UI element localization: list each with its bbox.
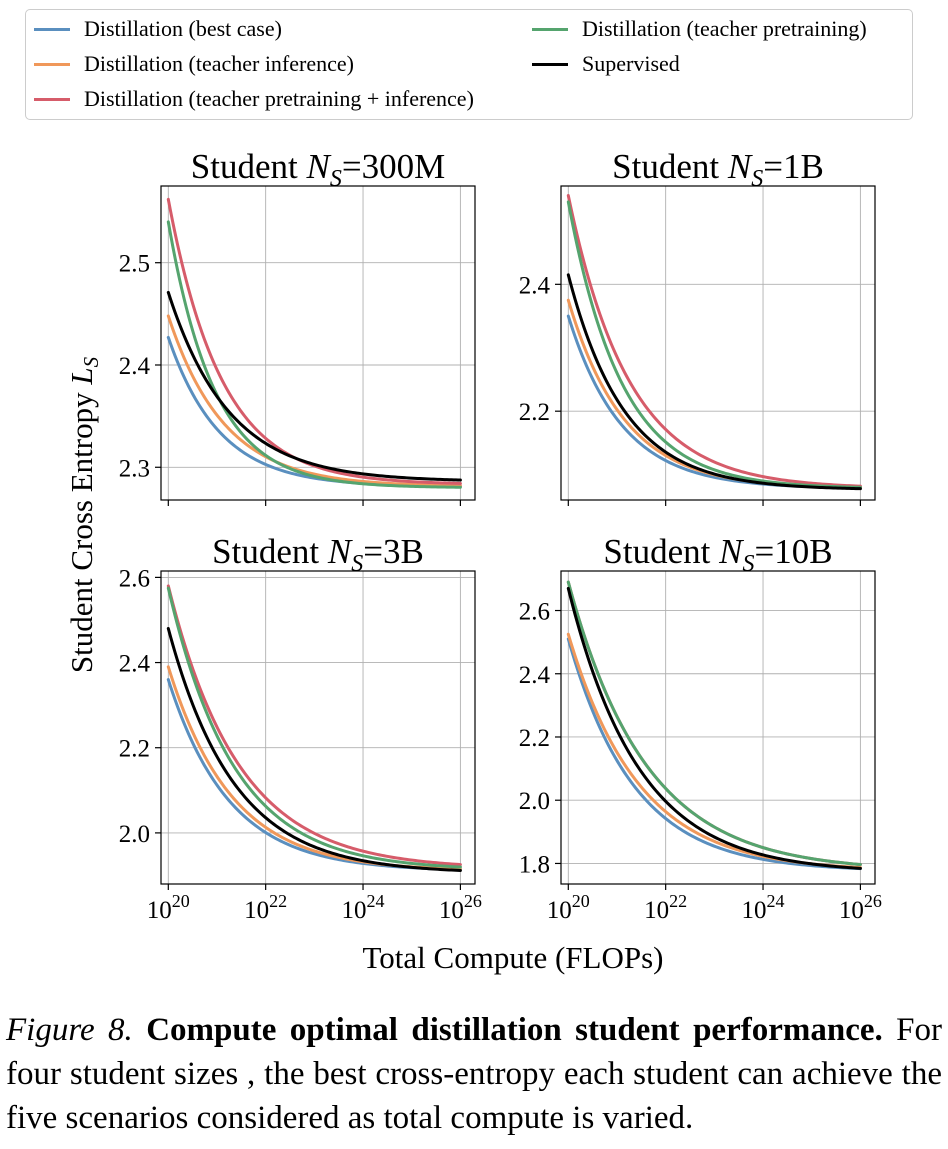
y-tick-label: 2.6 <box>519 599 550 626</box>
y-tick-label: 1.8 <box>519 851 550 878</box>
series-line-distillation-teacher-pretraining <box>166 220 462 489</box>
y-tick-label: 2.4 <box>119 353 151 380</box>
x-tick-label: 1026 <box>839 891 882 924</box>
series-line-distillation-teacher-pretraining <box>166 586 462 869</box>
series-line-distillation-teacher-pretraining <box>566 200 862 489</box>
legend-item-teacher-inference: Distillation (teacher inference) <box>34 49 354 79</box>
series-group <box>166 584 462 872</box>
legend-swatch <box>34 27 70 31</box>
legend-item-teacher-pretraining-inference: Distillation (teacher pretraining + infe… <box>34 84 474 114</box>
chart-title: Student NS=300M <box>191 147 445 192</box>
series-line-supervised <box>166 290 462 482</box>
y-tick-label: 2.6 <box>119 565 150 592</box>
y-tick-label: 2.3 <box>119 455 150 482</box>
x-tick-label: 1020 <box>147 891 190 924</box>
y-tick-label: 2.0 <box>119 821 150 848</box>
y-tick-label: 2.4 <box>119 651 151 678</box>
y-tick-label: 2.4 <box>519 662 551 689</box>
legend-label: Distillation (teacher pretraining + infe… <box>84 86 474 111</box>
series-line-supervised <box>566 273 862 491</box>
series-line-supervised <box>166 626 462 872</box>
series-group <box>566 580 862 871</box>
y-tick-label: 2.0 <box>519 788 550 815</box>
y-tick-label: 2.2 <box>119 736 150 763</box>
caption-title: Compute optimal distillation student per… <box>146 1012 883 1048</box>
x-axis-label: Total Compute (FLOPs) <box>363 940 664 975</box>
y-tick-label: 2.5 <box>119 251 150 278</box>
y-axis-label: Student Cross Entropy LS <box>64 356 103 673</box>
legend-swatch <box>532 62 568 66</box>
chart-title: Student NS=10B <box>603 532 832 577</box>
caption-label: Figure 8. <box>6 1012 133 1048</box>
x-tick-label: 1024 <box>742 891 785 924</box>
legend-item-supervised: Supervised <box>532 49 680 79</box>
chart-title: Student NS=3B <box>212 532 424 577</box>
plot-frame <box>560 570 876 885</box>
series-line-supervised <box>566 586 862 870</box>
legend-label: Distillation (teacher inference) <box>84 51 354 76</box>
series-line-distillation-best-case <box>566 637 862 871</box>
chart-legend: Distillation (best case) Distillation (t… <box>25 9 913 120</box>
legend-label: Supervised <box>582 51 680 76</box>
legend-item-best-case: Distillation (best case) <box>34 14 282 44</box>
chart-panel: 2.0 2.2 2.4 2.6 1020 1022 1024 1026 Student NS=3… <box>119 532 482 924</box>
y-tick-label: 2.2 <box>519 399 550 426</box>
plot-frame <box>160 185 476 501</box>
series-line-distillation-teacher-pretraining <box>566 580 862 867</box>
legend-label: Distillation (best case) <box>84 16 282 41</box>
caption-body: For four student sizes , the best cross-… <box>6 1012 943 1136</box>
legend-swatch <box>34 97 70 101</box>
legend-swatch <box>34 62 70 66</box>
x-tick-label: 1026 <box>439 891 482 924</box>
chart-figure: Student Cross Entropy LS Total Compute (… <box>64 147 882 975</box>
plot-frame <box>160 570 476 885</box>
chart-panel: 1.8 2.0 2.2 2.4 2.6 1020 1022 1024 1026 Student N… <box>519 532 882 924</box>
series-line-distillation-teacher-pretraining-inference <box>166 197 462 485</box>
y-tick-label: 2.2 <box>519 725 550 752</box>
series-line-distillation-teacher-pretraining-inference <box>566 194 862 488</box>
chart-panel: 2.2 2.4 Student NS=1B <box>519 147 876 506</box>
x-tick-label: 1022 <box>644 891 687 924</box>
series-line-distillation-teacher-inference <box>166 314 462 488</box>
x-tick-label: 1020 <box>547 891 590 924</box>
legend-label: Distillation (teacher pretraining) <box>582 16 867 41</box>
x-tick-label: 1022 <box>244 891 287 924</box>
series-line-distillation-teacher-pretraining-inference <box>166 584 462 867</box>
y-tick-label: 2.4 <box>519 272 551 299</box>
figure-caption: Figure 8. Compute optimal distillation s… <box>6 1008 942 1140</box>
x-tick-label: 1024 <box>342 891 385 924</box>
chart-title: Student NS=1B <box>612 147 824 192</box>
plot-frame <box>560 185 876 501</box>
chart-panel: 2.3 2.4 2.5 Student NS=300M <box>119 147 476 506</box>
legend-swatch <box>532 27 568 31</box>
series-group <box>566 194 862 491</box>
series-group <box>166 197 462 489</box>
legend-item-teacher-pretraining: Distillation (teacher pretraining) <box>532 14 867 44</box>
